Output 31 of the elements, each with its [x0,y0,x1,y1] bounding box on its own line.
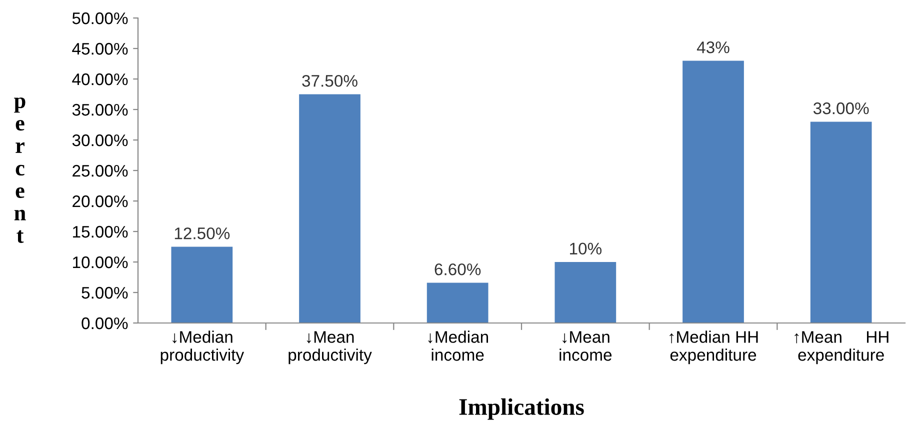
y-tick-label: 5.00% [82,286,128,299]
data-label: 43% [696,41,730,54]
y-tick-label: 15.00% [73,226,128,238]
x-tick-label: ↓Mean income [560,331,612,361]
y-axis-title: percent [14,97,26,243]
y-tick-label: 40.00% [72,73,128,86]
x-tick-label: ↑Mean HH expenditure [794,331,888,364]
y-tick-label: 50.00% [72,12,128,24]
x-tick-label: ↓Median income [428,330,488,361]
y-tick-label: 10.00% [73,256,128,268]
y-tick-label: 30.00% [72,134,128,146]
x-axis-title: Implications [459,398,584,420]
y-tick-label: 25.00% [72,164,128,177]
y-tick-label: 0.00% [82,317,128,330]
x-tick-label: ↑Median HH expenditure [670,330,758,364]
x-tick-label: ↓Median productivity [160,330,244,364]
y-tick-label: 20.00% [72,195,128,208]
bar [171,246,233,323]
bar [299,94,360,323]
data-label: 12.50% [174,227,230,240]
data-label: 6.60% [434,263,481,276]
bar [554,262,616,323]
data-label: 33.00% [813,102,869,114]
data-label: 37.50% [302,74,358,87]
y-tick-label: 35.00% [72,104,128,116]
y-tick-label: 45.00% [72,42,128,55]
bar [682,60,744,323]
x-tick-label: ↓Mean productivity [288,331,372,364]
bar [426,282,488,323]
bar [810,122,872,323]
data-label: 10% [570,242,602,255]
